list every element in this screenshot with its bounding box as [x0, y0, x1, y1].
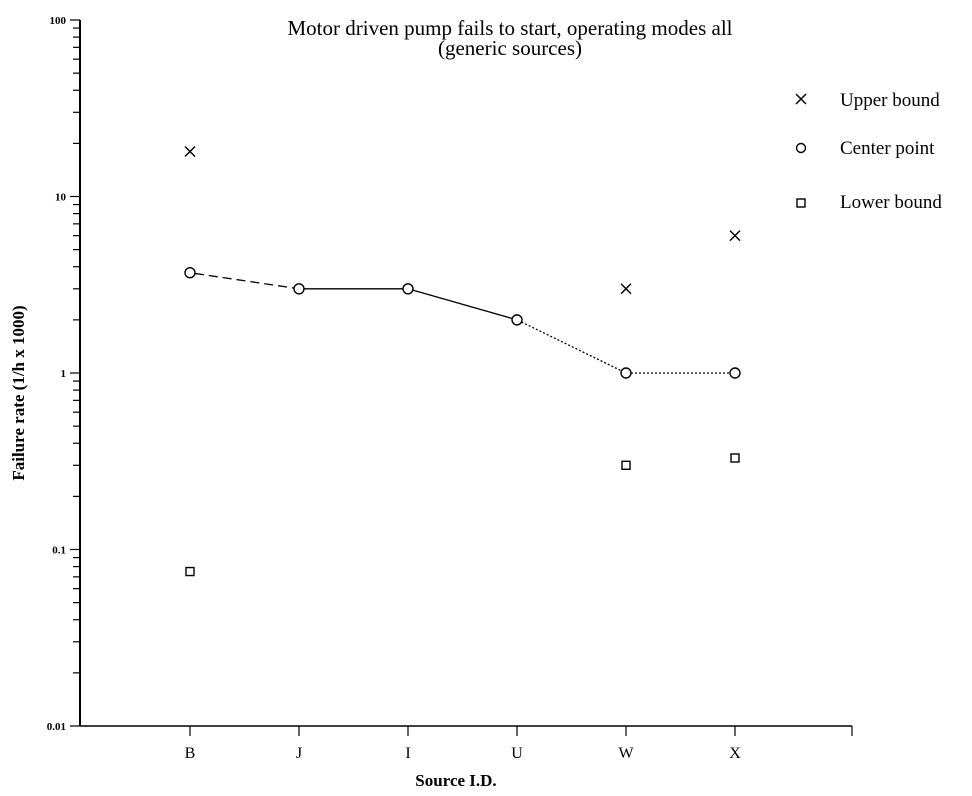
upper-bound-marker	[620, 283, 632, 295]
legend-label-upper: Upper bound	[840, 90, 940, 111]
upper-bound-marker-stroke	[184, 145, 196, 157]
x-tick-label: W	[618, 745, 634, 762]
legend-label-center: Center point	[840, 138, 935, 159]
x-tick-label: I	[405, 745, 410, 762]
upper-bound-marker	[729, 230, 741, 242]
center-point-marker	[511, 314, 523, 326]
circle-marker-icon	[795, 142, 807, 154]
chart-title: Motor driven pump fails to start, operat…	[230, 16, 790, 60]
y-tick-label: 1	[61, 368, 67, 380]
center-point-marker	[293, 283, 305, 295]
upper-bound-marker	[184, 145, 196, 157]
x-marker-icon	[795, 93, 807, 105]
legend-item-upper: Upper bound	[790, 90, 940, 116]
x-axis-label: Source I.D.	[415, 771, 496, 790]
center-line-segment	[521, 321, 622, 372]
y-tick-label: 0.1	[52, 545, 66, 557]
y-tick-label: 10	[55, 192, 67, 204]
x-tick-label: B	[185, 745, 196, 762]
x-tick-label: X	[729, 745, 741, 762]
center-line-segment	[194, 272, 295, 289]
upper-bound-marker-stroke	[729, 230, 741, 242]
x-tick-label: J	[296, 745, 302, 762]
y-axis-label: Failure rate (1/h x 1000)	[9, 305, 28, 480]
center-point-marker	[729, 367, 741, 379]
center-point-marker	[620, 367, 632, 379]
center-line-segment	[412, 289, 513, 320]
x-tick-label: U	[511, 745, 523, 762]
center-point-marker	[402, 283, 414, 295]
lower-bound-marker	[621, 460, 631, 470]
upper-bound-marker-stroke	[620, 283, 632, 295]
lower-bound-marker	[185, 566, 195, 577]
legend-item-lower: Lower bound	[790, 192, 942, 218]
chart-subtitle: (generic sources)	[437, 36, 582, 60]
y-tick-label: 0.01	[47, 721, 66, 733]
chart-title-main: Motor driven pump fails to start, operat…	[287, 16, 733, 40]
legend-label-lower: Lower bound	[840, 192, 942, 213]
center-point-marker	[184, 267, 196, 279]
square-marker-icon	[796, 198, 806, 208]
lower-bound-marker	[730, 453, 740, 463]
y-tick-label: 100	[50, 15, 67, 27]
legend-item-center: Center point	[790, 138, 934, 164]
